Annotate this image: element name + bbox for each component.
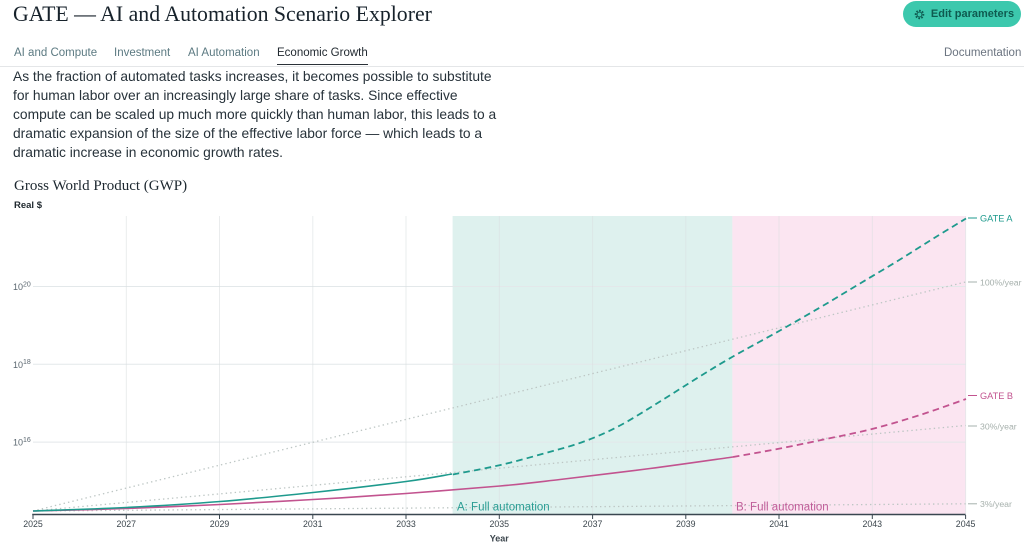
svg-text:3%/year: 3%/year: [980, 499, 1012, 509]
svg-text:2031: 2031: [303, 519, 323, 529]
svg-text:2045: 2045: [956, 519, 976, 529]
svg-text:1020: 1020: [13, 281, 31, 292]
svg-text:GATE B: GATE B: [980, 391, 1013, 401]
svg-text:2029: 2029: [210, 519, 230, 529]
svg-text:A: Full automation: A: Full automation: [457, 502, 550, 514]
svg-text:30%/year: 30%/year: [980, 422, 1017, 432]
svg-text:2043: 2043: [863, 519, 883, 529]
svg-text:2041: 2041: [769, 519, 789, 529]
svg-text:2039: 2039: [676, 519, 696, 529]
svg-text:2037: 2037: [583, 519, 603, 529]
svg-text:2027: 2027: [117, 519, 137, 529]
svg-text:GATE A: GATE A: [980, 213, 1013, 223]
svg-text:2033: 2033: [396, 519, 416, 529]
svg-text:2035: 2035: [490, 519, 510, 529]
svg-text:1016: 1016: [13, 437, 31, 448]
svg-text:100%/year: 100%/year: [980, 278, 1022, 288]
svg-text:2025: 2025: [23, 519, 43, 529]
svg-text:B: Full automation: B: Full automation: [736, 502, 829, 514]
svg-text:Year: Year: [490, 534, 510, 544]
svg-text:1018: 1018: [13, 359, 31, 370]
